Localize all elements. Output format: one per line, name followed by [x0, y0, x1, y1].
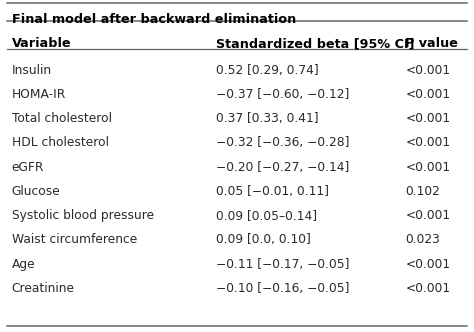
- Text: 0.52 [0.29, 0.74]: 0.52 [0.29, 0.74]: [216, 64, 319, 77]
- Text: 0.023: 0.023: [405, 233, 440, 246]
- Text: 0.37 [0.33, 0.41]: 0.37 [0.33, 0.41]: [216, 112, 319, 125]
- Text: HOMA-IR: HOMA-IR: [12, 88, 66, 101]
- Text: eGFR: eGFR: [12, 161, 44, 174]
- Text: 0.102: 0.102: [405, 185, 440, 198]
- Text: Creatinine: Creatinine: [12, 282, 75, 295]
- Text: Waist circumference: Waist circumference: [12, 233, 137, 246]
- Text: Total cholesterol: Total cholesterol: [12, 112, 112, 125]
- Text: <0.001: <0.001: [405, 209, 450, 222]
- Text: Systolic blood pressure: Systolic blood pressure: [12, 209, 154, 222]
- Text: <0.001: <0.001: [405, 88, 450, 101]
- Text: <0.001: <0.001: [405, 258, 450, 271]
- Text: HDL cholesterol: HDL cholesterol: [12, 136, 109, 149]
- Text: −0.37 [−0.60, −0.12]: −0.37 [−0.60, −0.12]: [216, 88, 349, 101]
- Text: P value: P value: [405, 37, 458, 50]
- Text: 0.09 [0.0, 0.10]: 0.09 [0.0, 0.10]: [216, 233, 310, 246]
- Text: −0.32 [−0.36, −0.28]: −0.32 [−0.36, −0.28]: [216, 136, 349, 149]
- Text: Glucose: Glucose: [12, 185, 61, 198]
- Text: <0.001: <0.001: [405, 64, 450, 77]
- Text: Insulin: Insulin: [12, 64, 52, 77]
- Text: <0.001: <0.001: [405, 136, 450, 149]
- Text: Standardized beta [95% CI]: Standardized beta [95% CI]: [216, 37, 414, 50]
- Text: Variable: Variable: [12, 37, 72, 50]
- Text: <0.001: <0.001: [405, 112, 450, 125]
- Text: <0.001: <0.001: [405, 161, 450, 174]
- Text: −0.10 [−0.16, −0.05]: −0.10 [−0.16, −0.05]: [216, 282, 349, 295]
- Text: 0.09 [0.05–0.14]: 0.09 [0.05–0.14]: [216, 209, 317, 222]
- Text: −0.20 [−0.27, −0.14]: −0.20 [−0.27, −0.14]: [216, 161, 349, 174]
- Text: Age: Age: [12, 258, 36, 271]
- Text: 0.05 [−0.01, 0.11]: 0.05 [−0.01, 0.11]: [216, 185, 328, 198]
- Text: −0.11 [−0.17, −0.05]: −0.11 [−0.17, −0.05]: [216, 258, 349, 271]
- Text: Final model after backward elimination: Final model after backward elimination: [12, 13, 296, 26]
- Text: <0.001: <0.001: [405, 282, 450, 295]
